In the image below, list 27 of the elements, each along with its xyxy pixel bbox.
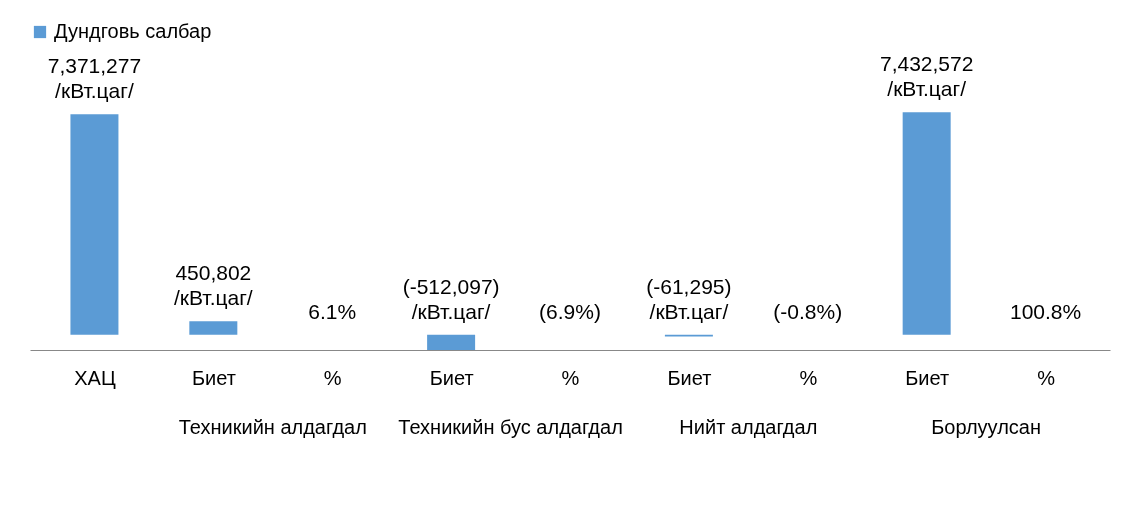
legend-label: Дундговь салбар xyxy=(54,20,212,42)
data-label: (-512,097) /кВт.цаг/ xyxy=(402,274,500,323)
data-label: 7,371,277 /кВт.цаг/ xyxy=(47,54,142,103)
data-label: 6.1% xyxy=(308,299,357,323)
text: Техникийн бус алдагдал xyxy=(398,416,623,438)
bar xyxy=(427,334,476,350)
data-label: (-61,295) /кВт.цаг/ xyxy=(646,274,732,323)
text: Техникийн алдагдал xyxy=(178,416,367,438)
bar xyxy=(189,321,238,335)
data-label: (6.9%) xyxy=(539,299,601,323)
x-tick-label: Биет xyxy=(905,366,950,389)
x-tick-label: % xyxy=(561,366,580,389)
x-tick-label: % xyxy=(799,366,818,389)
data-label: 450,802 /кВт.цаг/ xyxy=(174,261,253,310)
x-tick-label: Биет xyxy=(667,366,712,389)
data-label: 100.8% xyxy=(1009,299,1082,323)
x-tick-label: Биет xyxy=(429,366,474,389)
bar xyxy=(70,114,119,335)
data-label: (-0.8%) xyxy=(773,299,843,323)
data-label: 7,432,572 /кВт.цаг/ xyxy=(879,52,974,101)
text: Борлуулсан xyxy=(931,416,1041,438)
x-tick-label: ХАЦ xyxy=(74,366,116,389)
text: Нийт алдагдал xyxy=(679,416,818,438)
x-tick-label: % xyxy=(1037,366,1056,389)
bar xyxy=(902,112,951,335)
x-tick-label: % xyxy=(323,366,342,389)
x-tick-label: Биет xyxy=(191,366,236,389)
